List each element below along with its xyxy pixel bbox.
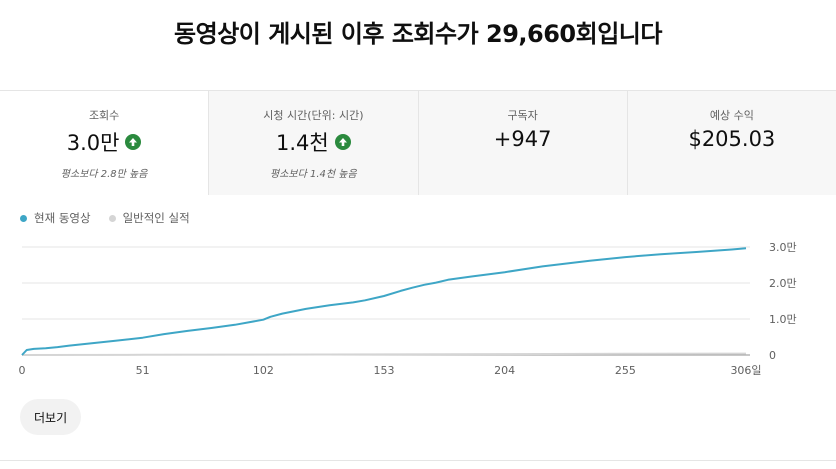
legend-label: 일반적인 실적 bbox=[122, 211, 190, 225]
divider bbox=[0, 460, 836, 461]
chart-legend: 현재 동영상 일반적인 실적 bbox=[20, 210, 190, 226]
y-tick-label: 0 bbox=[769, 349, 776, 362]
stat-watch-time[interactable]: 시청 시간(단위: 시간) 1.4천 평소보다 1.4천 높음 bbox=[209, 91, 419, 195]
x-tick-label: 102 bbox=[253, 364, 274, 377]
series-line-current bbox=[21, 247, 747, 356]
x-tick-label: 204 bbox=[494, 364, 515, 377]
stat-subscribers[interactable]: 구독자 +947 bbox=[418, 91, 628, 195]
x-tick-label: 51 bbox=[136, 364, 150, 377]
stat-value: +947 bbox=[493, 127, 552, 151]
stat-label: 시청 시간(단위: 시간) bbox=[263, 109, 364, 122]
legend-dot-icon bbox=[20, 214, 27, 222]
legend-item-current: 현재 동영상 bbox=[20, 210, 91, 226]
x-tick-label: 255 bbox=[615, 364, 636, 377]
arrow-up-icon bbox=[334, 134, 351, 150]
x-tick-label: 153 bbox=[374, 364, 395, 377]
stat-comparison: 평소보다 1.4천 높음 bbox=[270, 169, 357, 180]
views-line-chart: 0 1.0만 2.0만 3.0만 0 51 102 153 204 255 306일 bbox=[19, 241, 797, 377]
series-line-typical bbox=[21, 352, 747, 356]
stat-value: 3.0만 bbox=[66, 131, 120, 155]
stat-label: 구독자 bbox=[507, 109, 538, 122]
x-tick-label: 306일 bbox=[730, 363, 761, 377]
page-title: 동영상이 게시된 이후 조회수가 29,660회입니다 bbox=[174, 20, 662, 48]
stat-views[interactable]: 조회수 3.0만 평소보다 2.8만 높음 bbox=[0, 91, 210, 195]
stat-comparison: 평소보다 2.8만 높음 bbox=[60, 169, 148, 180]
see-more-button[interactable]: 더보기 bbox=[20, 399, 82, 435]
legend-item-typical: 일반적인 실적 bbox=[108, 210, 190, 226]
legend-dot-icon bbox=[108, 214, 116, 222]
stat-label: 예상 수익 bbox=[709, 109, 754, 122]
y-tick-label: 1.0만 bbox=[769, 313, 797, 326]
y-tick-label: 2.0만 bbox=[769, 277, 797, 290]
legend-label: 현재 동영상 bbox=[34, 211, 91, 225]
stat-value: $205.03 bbox=[688, 127, 776, 151]
arrow-up-icon bbox=[125, 134, 142, 150]
stat-value: 1.4천 bbox=[276, 131, 329, 155]
y-tick-label: 3.0만 bbox=[769, 241, 797, 254]
stats-card: 조회수 3.0만 평소보다 2.8만 높음 시청 시간(단위: 시간) 1.4천… bbox=[0, 90, 836, 195]
stat-revenue[interactable]: 예상 수익 $205.03 bbox=[627, 91, 836, 195]
x-tick-label: 0 bbox=[19, 364, 26, 377]
stat-label: 조회수 bbox=[88, 109, 120, 122]
